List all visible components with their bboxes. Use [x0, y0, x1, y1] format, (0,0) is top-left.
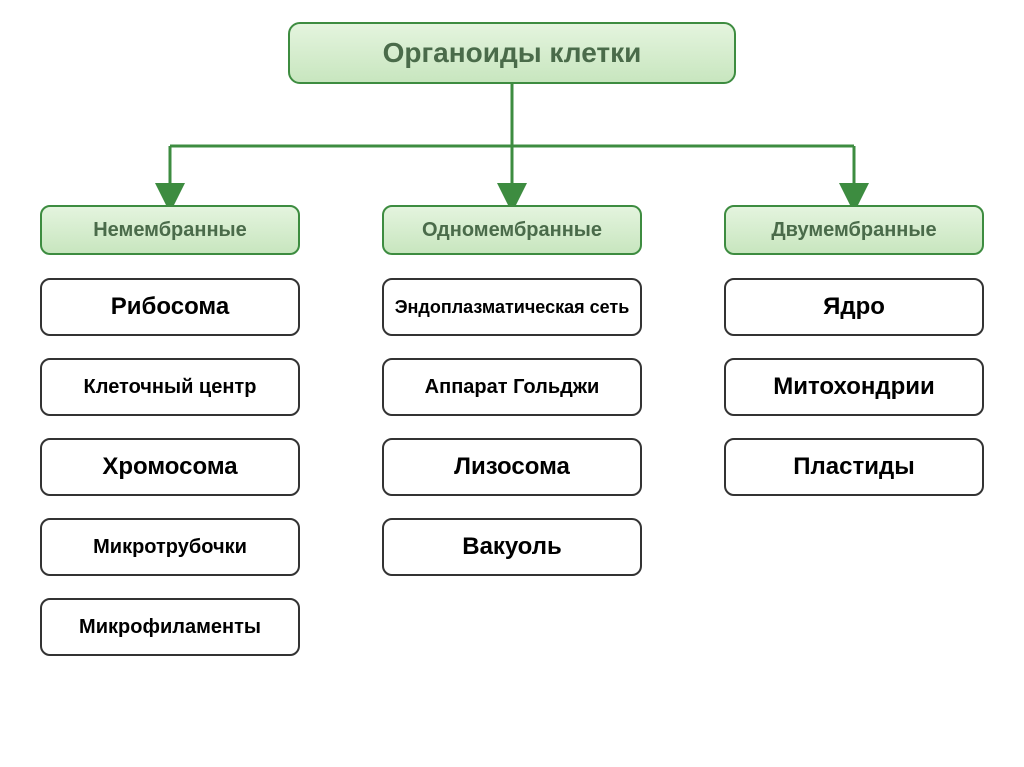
- category-label: Немембранные: [93, 219, 247, 242]
- item-node: Эндоплазматическая сеть: [382, 278, 642, 336]
- item-label: Хромосома: [102, 453, 237, 481]
- item-label: Рибосома: [111, 293, 229, 321]
- category-node-2: Одномембранные: [382, 205, 642, 255]
- item-label: Аппарат Гольджи: [425, 376, 600, 399]
- item-node: Рибосома: [40, 278, 300, 336]
- item-node: Микротрубочки: [40, 518, 300, 576]
- item-node: Лизосома: [382, 438, 642, 496]
- root-label: Органоиды клетки: [383, 37, 642, 69]
- item-label: Микротрубочки: [93, 536, 247, 559]
- item-label: Эндоплазматическая сеть: [395, 297, 630, 318]
- item-label: Митохондрии: [773, 373, 935, 401]
- root-node: Органоиды клетки: [288, 22, 736, 84]
- item-label: Лизосома: [454, 453, 570, 481]
- item-node: Клеточный центр: [40, 358, 300, 416]
- item-label: Пластиды: [793, 453, 914, 481]
- category-label: Одномембранные: [422, 219, 602, 242]
- item-node: Хромосома: [40, 438, 300, 496]
- item-label: Клеточный центр: [84, 376, 257, 399]
- item-label: Вакуоль: [462, 533, 562, 561]
- category-node-1: Немембранные: [40, 205, 300, 255]
- item-node: Ядро: [724, 278, 984, 336]
- item-node: Митохондрии: [724, 358, 984, 416]
- item-node: Микрофиламенты: [40, 598, 300, 656]
- category-label: Двумембранные: [771, 219, 936, 242]
- item-node: Аппарат Гольджи: [382, 358, 642, 416]
- item-label: Ядро: [823, 293, 885, 321]
- category-node-3: Двумембранные: [724, 205, 984, 255]
- item-node: Вакуоль: [382, 518, 642, 576]
- item-label: Микрофиламенты: [79, 616, 261, 639]
- item-node: Пластиды: [724, 438, 984, 496]
